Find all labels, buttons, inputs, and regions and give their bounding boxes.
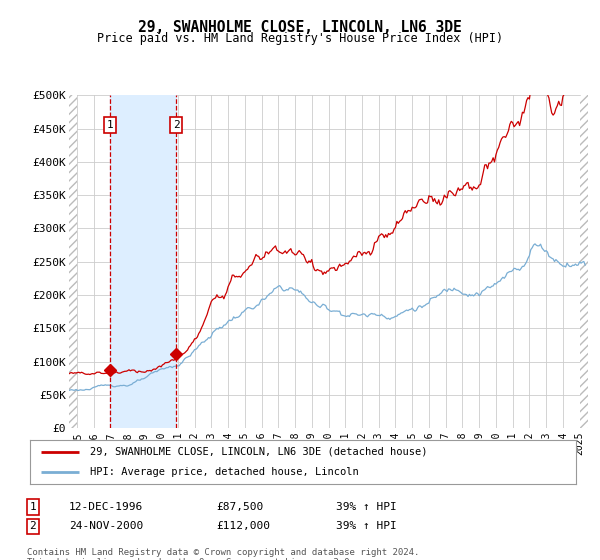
Text: 1: 1: [29, 502, 37, 512]
Text: 39% ↑ HPI: 39% ↑ HPI: [336, 502, 397, 512]
Text: 2: 2: [173, 120, 179, 130]
Bar: [69, 95, 77, 428]
Text: 29, SWANHOLME CLOSE, LINCOLN, LN6 3DE: 29, SWANHOLME CLOSE, LINCOLN, LN6 3DE: [138, 20, 462, 35]
Text: £87,500: £87,500: [216, 502, 263, 512]
Text: Contains HM Land Registry data © Crown copyright and database right 2024.
This d: Contains HM Land Registry data © Crown c…: [27, 548, 419, 560]
Bar: [110, 95, 176, 428]
Text: 1: 1: [107, 120, 113, 130]
Text: 2: 2: [29, 521, 37, 531]
Text: Price paid vs. HM Land Registry's House Price Index (HPI): Price paid vs. HM Land Registry's House …: [97, 32, 503, 45]
Bar: [580, 95, 588, 428]
Text: 24-NOV-2000: 24-NOV-2000: [69, 521, 143, 531]
Text: HPI: Average price, detached house, Lincoln: HPI: Average price, detached house, Linc…: [90, 467, 359, 477]
Text: 29, SWANHOLME CLOSE, LINCOLN, LN6 3DE (detached house): 29, SWANHOLME CLOSE, LINCOLN, LN6 3DE (d…: [90, 447, 428, 457]
Text: £112,000: £112,000: [216, 521, 270, 531]
Text: 39% ↑ HPI: 39% ↑ HPI: [336, 521, 397, 531]
Text: 12-DEC-1996: 12-DEC-1996: [69, 502, 143, 512]
